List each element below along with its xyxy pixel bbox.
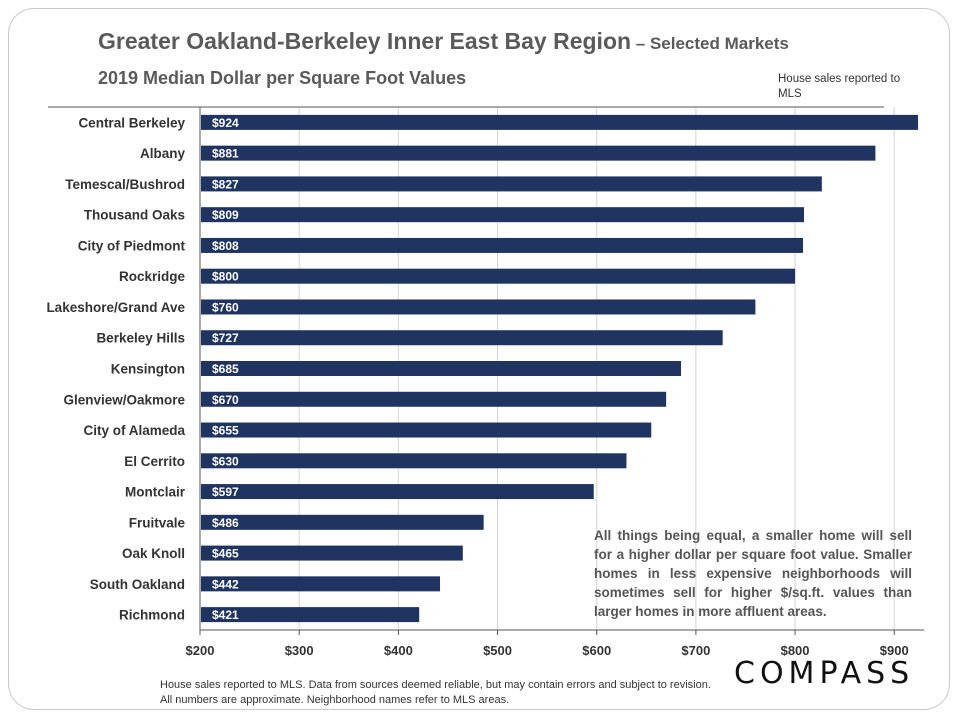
data-label: $442 bbox=[212, 577, 239, 591]
data-label: $597 bbox=[212, 485, 239, 499]
data-label: $808 bbox=[212, 239, 239, 253]
category-label: Kensington bbox=[111, 362, 185, 377]
data-label: $655 bbox=[212, 424, 239, 438]
category-label: South Oakland bbox=[90, 577, 185, 592]
chart-subtitle: 2019 Median Dollar per Square Foot Value… bbox=[98, 68, 467, 88]
bar bbox=[201, 237, 804, 253]
x-tick-label: $800 bbox=[781, 643, 810, 658]
bar bbox=[201, 268, 796, 284]
category-label: Central Berkeley bbox=[78, 115, 185, 130]
category-label: City of Piedmont bbox=[78, 238, 186, 253]
category-label: City of Alameda bbox=[83, 423, 185, 438]
bar bbox=[201, 484, 594, 500]
data-label: $760 bbox=[212, 300, 239, 314]
callout-text: All things being equal, a smaller home w… bbox=[594, 528, 912, 619]
axes: $200 $300 $400 $500 $600 $700 $800 $900 Central … bbox=[46, 106, 924, 658]
compass-logo: COMPASS bbox=[734, 656, 915, 691]
category-label: Montclair bbox=[125, 485, 186, 500]
bar bbox=[201, 391, 667, 407]
category-label: El Cerrito bbox=[124, 454, 185, 469]
category-label: Oak Knoll bbox=[122, 546, 185, 561]
data-label: $421 bbox=[212, 608, 239, 622]
x-tick-label: $200 bbox=[186, 643, 215, 658]
data-label: $881 bbox=[212, 147, 239, 161]
category-label: Lakeshore/Grand Ave bbox=[46, 300, 185, 315]
data-label: $670 bbox=[212, 393, 239, 407]
title-sub: – Selected Markets bbox=[631, 34, 789, 53]
category-label: Richmond bbox=[119, 608, 185, 623]
data-label: $630 bbox=[212, 454, 239, 468]
data-label: $486 bbox=[212, 516, 239, 530]
chart-title: Greater Oakland-Berkeley Inner East Bay … bbox=[98, 28, 789, 55]
bar bbox=[201, 453, 627, 469]
category-label: Thousand Oaks bbox=[84, 208, 185, 223]
x-tick-label: $600 bbox=[582, 643, 611, 658]
data-label: $809 bbox=[212, 208, 239, 222]
bars: $924 $881 $827 $809 $808 $800 $760 $727 $685 $670… bbox=[201, 114, 919, 623]
data-label: $924 bbox=[212, 116, 239, 130]
bar bbox=[201, 607, 420, 623]
data-label: $800 bbox=[212, 270, 239, 284]
x-tick-label: $300 bbox=[285, 643, 314, 658]
data-label: $685 bbox=[212, 362, 239, 376]
x-tick-label: $500 bbox=[483, 643, 512, 658]
footer-disclaimer: House sales reported to MLS. Data from s… bbox=[160, 679, 711, 706]
bar bbox=[201, 299, 756, 315]
category-label: Berkeley Hills bbox=[96, 331, 185, 346]
bar bbox=[201, 145, 876, 161]
bar bbox=[201, 361, 682, 376]
bar bbox=[201, 576, 441, 592]
bar bbox=[201, 422, 652, 438]
category-label: Glenview/Oakmore bbox=[63, 392, 185, 407]
bar bbox=[201, 176, 822, 192]
x-tick-label: $900 bbox=[880, 643, 909, 658]
x-tick-label: $400 bbox=[384, 643, 413, 658]
title-main: Greater Oakland-Berkeley Inner East Bay … bbox=[98, 28, 632, 54]
category-label: Rockridge bbox=[119, 269, 186, 284]
data-label: $465 bbox=[212, 547, 239, 561]
source-note: House sales reported to MLS bbox=[778, 73, 901, 100]
data-label: $827 bbox=[212, 177, 239, 191]
bar bbox=[201, 545, 463, 561]
category-label: Albany bbox=[140, 146, 186, 161]
bar bbox=[201, 330, 723, 346]
bar bbox=[201, 207, 804, 223]
bar bbox=[201, 514, 484, 530]
category-label: Fruitvale bbox=[129, 515, 186, 530]
data-label: $727 bbox=[212, 331, 239, 345]
x-tick-label: $700 bbox=[681, 643, 710, 658]
bar bbox=[201, 114, 919, 130]
category-label: Temescal/Bushrod bbox=[65, 177, 185, 192]
